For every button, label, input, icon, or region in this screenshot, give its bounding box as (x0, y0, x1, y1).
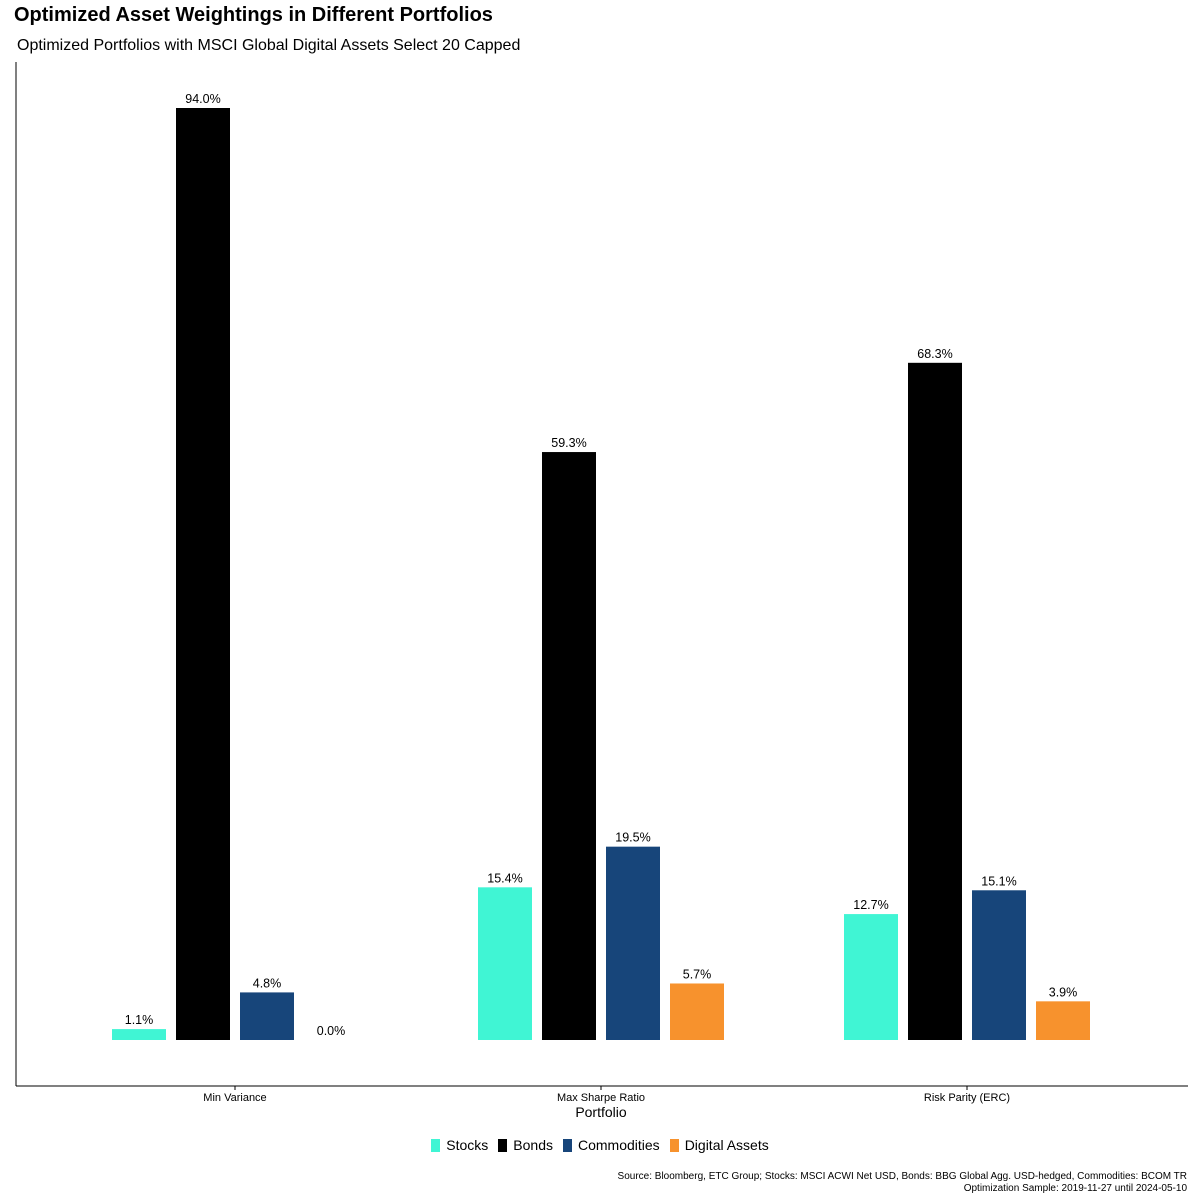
legend-item-digital-assets: Digital Assets (669, 1137, 769, 1153)
bar-stocks (112, 1029, 166, 1040)
data-label: 12.7% (853, 898, 888, 912)
legend: Stocks Bonds Commodities Digital Assets (0, 1137, 1200, 1153)
source-line-2: Optimization Sample: 2019-11-27 until 20… (963, 1183, 1187, 1194)
bar-commodities (972, 890, 1026, 1040)
data-label: 94.0% (185, 92, 220, 106)
data-label: 19.5% (615, 831, 650, 845)
legend-item-bonds: Bonds (498, 1137, 553, 1153)
legend-swatch (669, 1138, 679, 1152)
bar-bonds (542, 452, 596, 1040)
legend-label: Stocks (446, 1137, 489, 1153)
legend-label: Digital Assets (684, 1137, 769, 1153)
source-line-1: Source: Bloomberg, ETC Group; Stocks: MS… (617, 1171, 1187, 1182)
bar-stocks (844, 914, 898, 1040)
bar-bonds (908, 362, 962, 1041)
legend-label: Commodities (577, 1137, 660, 1153)
data-label: 68.3% (917, 347, 952, 361)
bar-chart: 1.1% 94.0% 4.8% 0.0% 15.4% 59.3% 19.5% 5.7% 12.7… (15, 62, 1188, 1120)
legend-item-stocks: Stocks (431, 1137, 488, 1153)
data-label: 0.0% (317, 1024, 346, 1038)
data-label: 3.9% (1049, 985, 1078, 999)
bar-digital-assets (670, 983, 724, 1040)
legend-swatch (431, 1138, 441, 1152)
x-axis-label: Portfolio (575, 1104, 627, 1120)
chart-subtitle: Optimized Portfolios with MSCI Global Di… (17, 37, 521, 54)
legend-swatch (562, 1138, 572, 1152)
data-label: 15.1% (981, 874, 1016, 888)
chart-title: Optimized Asset Weightings in Different … (14, 4, 493, 26)
data-label: 59.3% (551, 436, 586, 450)
data-label: 15.4% (487, 871, 522, 885)
bar-commodities (606, 846, 660, 1040)
data-label: 4.8% (253, 976, 282, 990)
bar-stocks (478, 887, 532, 1040)
bar-commodities (240, 992, 294, 1040)
legend-item-commodities: Commodities (562, 1137, 660, 1153)
legend-label: Bonds (513, 1137, 553, 1153)
bar-bonds (176, 108, 230, 1040)
x-tick-label: Min Variance (203, 1092, 266, 1104)
x-tick-label: Max Sharpe Ratio (557, 1092, 645, 1104)
source-note: Source: Bloomberg, ETC Group; Stocks: MS… (618, 1171, 1187, 1195)
bar-digital-assets (1036, 1001, 1090, 1040)
data-label: 1.1% (125, 1013, 154, 1027)
data-label: 5.7% (683, 967, 712, 981)
x-tick-label: Risk Parity (ERC) (924, 1092, 1010, 1104)
legend-swatch (498, 1138, 508, 1152)
